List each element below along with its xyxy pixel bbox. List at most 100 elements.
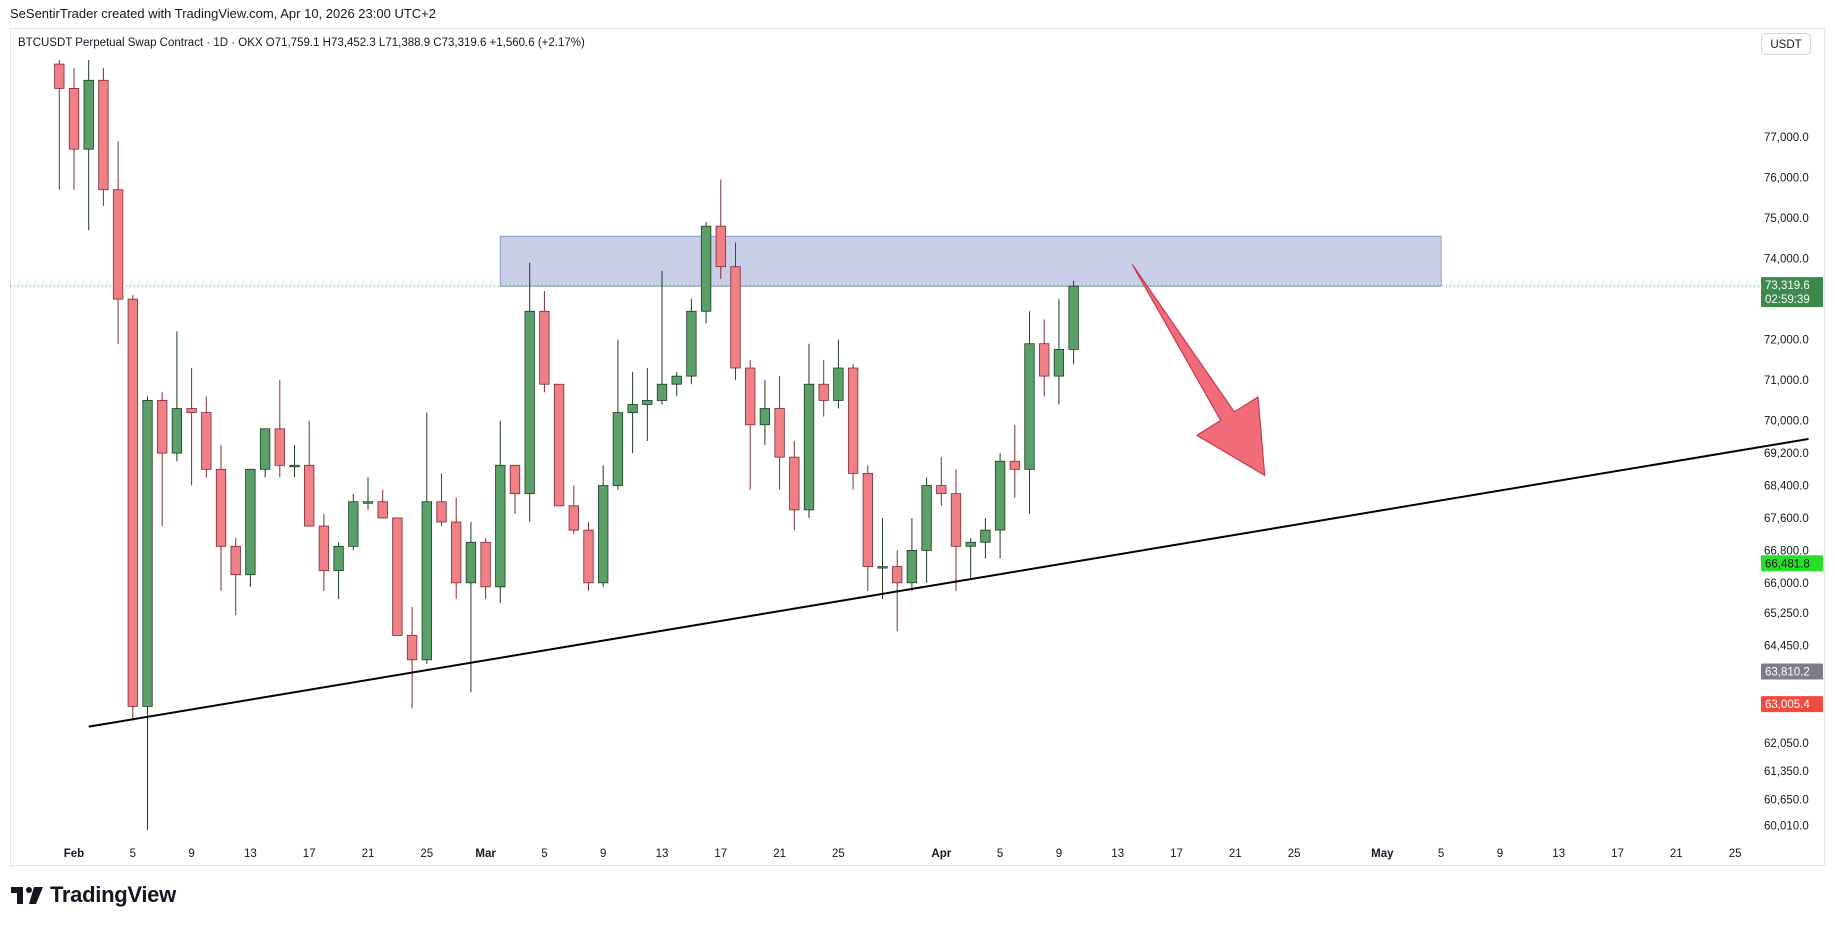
candle-body [950,493,962,547]
candle [406,607,418,709]
candle [1024,311,1035,514]
price-badge: 63,005.4 [1761,696,1823,713]
price-badge-bg [1761,663,1823,680]
candle-body [157,400,168,454]
date-tick-label: 17 [714,848,727,860]
candle [686,299,697,385]
candle [112,141,124,344]
candle [833,339,844,409]
candle [745,359,756,490]
price-badge-bg [1761,555,1823,572]
candle-body [965,541,976,547]
candle-body [1024,343,1035,470]
price-badge-bg [1761,277,1823,308]
date-tick-label: 9 [188,848,194,860]
candle [245,468,256,587]
candle [847,363,859,490]
candle-body [847,367,859,474]
candle-body [598,485,609,584]
price-badge-label: 73,319.6 [1765,280,1810,292]
candle-body [451,521,462,584]
candle [54,60,65,190]
candle [642,368,653,441]
candle-body [480,541,491,588]
candle-body [83,79,94,150]
date-tick-label: 9 [600,848,606,860]
candle [304,420,315,527]
candle [700,222,712,324]
candle [480,538,491,600]
candle [215,445,227,591]
candle [715,179,726,279]
candle [201,396,212,478]
price-tick-label: 65,250.0 [1764,608,1809,620]
candle-body [759,408,771,426]
candle [436,473,447,527]
resistance-zone [499,235,1442,287]
candle [83,60,94,231]
date-tick-label: 9 [1497,848,1503,860]
candle [906,517,918,591]
candle-body [274,428,285,466]
logo-text: TradingView [50,882,176,907]
candle-body [142,400,153,707]
date-tick-label: 5 [130,848,136,860]
candle-body [612,412,624,486]
price-tick-label: 68,400.0 [1764,481,1809,493]
candle-body [539,310,550,385]
date-tick-label: May [1371,848,1394,860]
candle [142,396,153,830]
candle [1039,319,1050,397]
candle-body [215,468,227,547]
candle [362,477,374,510]
candle-body [789,456,800,511]
price-badge-label: 66,481.8 [1765,558,1810,570]
candle-body [715,225,726,268]
date-tick-label: 13 [656,848,669,860]
candle [451,497,462,600]
date-tick-label: 5 [541,848,547,860]
candle-body [1068,285,1079,350]
price-tick-label: 71,000.0 [1764,375,1809,387]
candle-body [333,545,344,572]
candle-body [392,517,403,636]
candle-body [877,566,888,569]
candle [289,445,300,478]
price-badge: 66,481.8 [1761,555,1823,572]
candle [950,469,962,591]
price-tick-label: 66,800.0 [1764,545,1809,557]
candle-body [818,383,829,401]
price-badge-label: 63,810.2 [1765,667,1810,679]
candle [862,465,873,591]
date-tick-label: 21 [1229,848,1242,860]
tradingview-logo: TradingView [10,880,176,910]
candle-body [465,541,477,584]
candle-body [862,472,873,567]
candle-body [583,529,594,584]
candle [377,489,388,519]
candle [186,368,197,486]
price-tick-label: 60,650.0 [1764,795,1809,807]
date-tick-label: Apr [931,848,951,860]
candle-body [524,310,535,495]
candle [965,538,976,579]
date-tick-label: Mar [475,848,496,860]
candle [803,343,815,518]
date-tick-label: 17 [1170,848,1183,860]
candle-body [1039,343,1050,377]
currency-selector[interactable]: USDT [1761,33,1811,55]
date-tick-label: 9 [1056,848,1062,860]
candle-body [127,298,138,707]
candle [392,517,403,636]
candle-body [436,501,447,523]
candle [495,420,506,604]
candle-body [921,485,932,551]
price-badge-label: 63,005.4 [1765,699,1810,711]
candle-body [509,464,521,495]
candle-body [671,375,682,385]
candle [1068,280,1079,365]
date-tick-label: 21 [773,848,786,860]
date-tick-label: 13 [244,848,257,860]
candle-body [112,189,124,300]
